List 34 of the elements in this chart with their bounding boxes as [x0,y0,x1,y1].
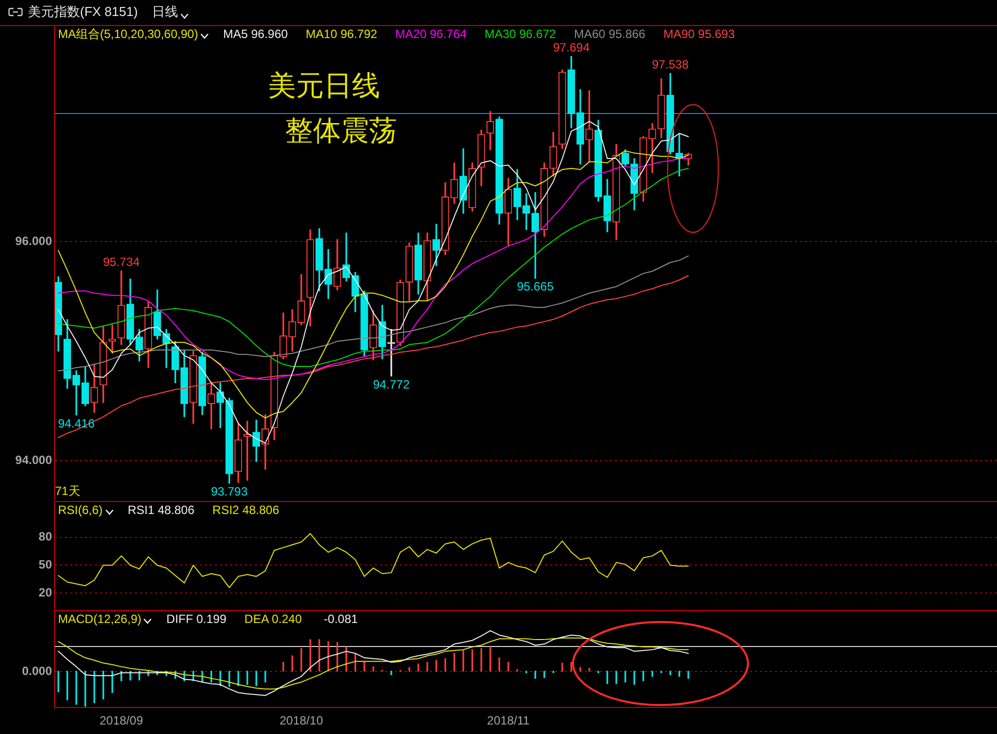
y-tick-label: 94.000 [15,452,52,467]
x-tick-label: 2018/11 [487,714,530,728]
annotation: 95.665 [516,280,554,294]
text: MA90 95.693 [663,27,735,41]
legend-label: DIFF 0.199 [166,612,226,626]
annotation: 97.694 [552,40,590,55]
legend-title: MACD(12,26,9) [58,612,142,626]
legend-label: MA5 96.960 [223,27,288,41]
text: MA20 96.764 [395,27,467,41]
text: -0.081 [324,612,358,626]
chart-subtitle: 日线 [152,3,178,21]
annotation: 94.772 [372,377,410,392]
annotation: 整体震荡 [285,116,397,147]
text: RSI2 48.806 [212,503,280,517]
text: MA10 96.792 [306,27,378,41]
x-tick-label: 2018/10 [280,714,324,728]
text: DEA 0.240 [244,612,302,626]
y-tick-label: 80 [38,530,52,544]
y-tick-label: 20 [38,585,52,600]
annotation: 95.734 [102,255,140,270]
y-tick-label: 50 [38,558,52,572]
annotation: 93.793 [210,484,248,499]
text: 0.000 [22,664,52,678]
x-tick-label: 2018/09 [100,714,144,728]
annotation: 71天 [55,484,80,498]
annotation: 美元日线 [268,71,380,102]
chart-title: 美元指数(FX 8151) [28,3,138,21]
legend-label: RSI1 48.806 [128,503,194,517]
annotation: 97.538 [652,58,689,72]
text: MA60 95.866 [574,27,646,41]
legend-title: MA组合(5,10,20,30,60,90) [58,27,198,41]
legend-title: RSI(6,6) [58,503,103,517]
y-tick-label: 96.000 [15,234,52,248]
text: MA30 96.672 [484,27,556,41]
